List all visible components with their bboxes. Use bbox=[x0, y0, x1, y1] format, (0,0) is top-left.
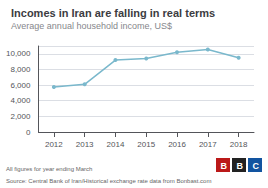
svg-text:2,000: 2,000 bbox=[10, 112, 31, 121]
svg-text:2016: 2016 bbox=[168, 140, 186, 149]
svg-text:Incomes in Iran are falling in: Incomes in Iran are falling in real term… bbox=[11, 7, 215, 19]
svg-text:2017: 2017 bbox=[199, 140, 217, 149]
svg-text:Source: Central Bank of Iran/H: Source: Central Bank of Iran/Historical … bbox=[6, 178, 211, 184]
svg-text:Average annual household incom: Average annual household income, US$ bbox=[11, 21, 172, 31]
svg-text:8,000: 8,000 bbox=[10, 65, 31, 74]
svg-text:4,000: 4,000 bbox=[10, 96, 31, 105]
svg-text:C: C bbox=[253, 161, 260, 171]
svg-text:10,000: 10,000 bbox=[6, 49, 31, 58]
svg-text:All figures for year ending Ma: All figures for year ending March bbox=[6, 166, 92, 172]
svg-text:2018: 2018 bbox=[230, 140, 248, 149]
svg-text:2014: 2014 bbox=[107, 140, 125, 149]
svg-text:6,000: 6,000 bbox=[10, 81, 31, 90]
svg-text:0: 0 bbox=[26, 128, 31, 137]
svg-text:2013: 2013 bbox=[76, 140, 94, 149]
svg-text:2015: 2015 bbox=[137, 140, 155, 149]
svg-text:2012: 2012 bbox=[45, 140, 63, 149]
svg-text:B: B bbox=[237, 161, 244, 171]
svg-text:B: B bbox=[221, 161, 228, 171]
